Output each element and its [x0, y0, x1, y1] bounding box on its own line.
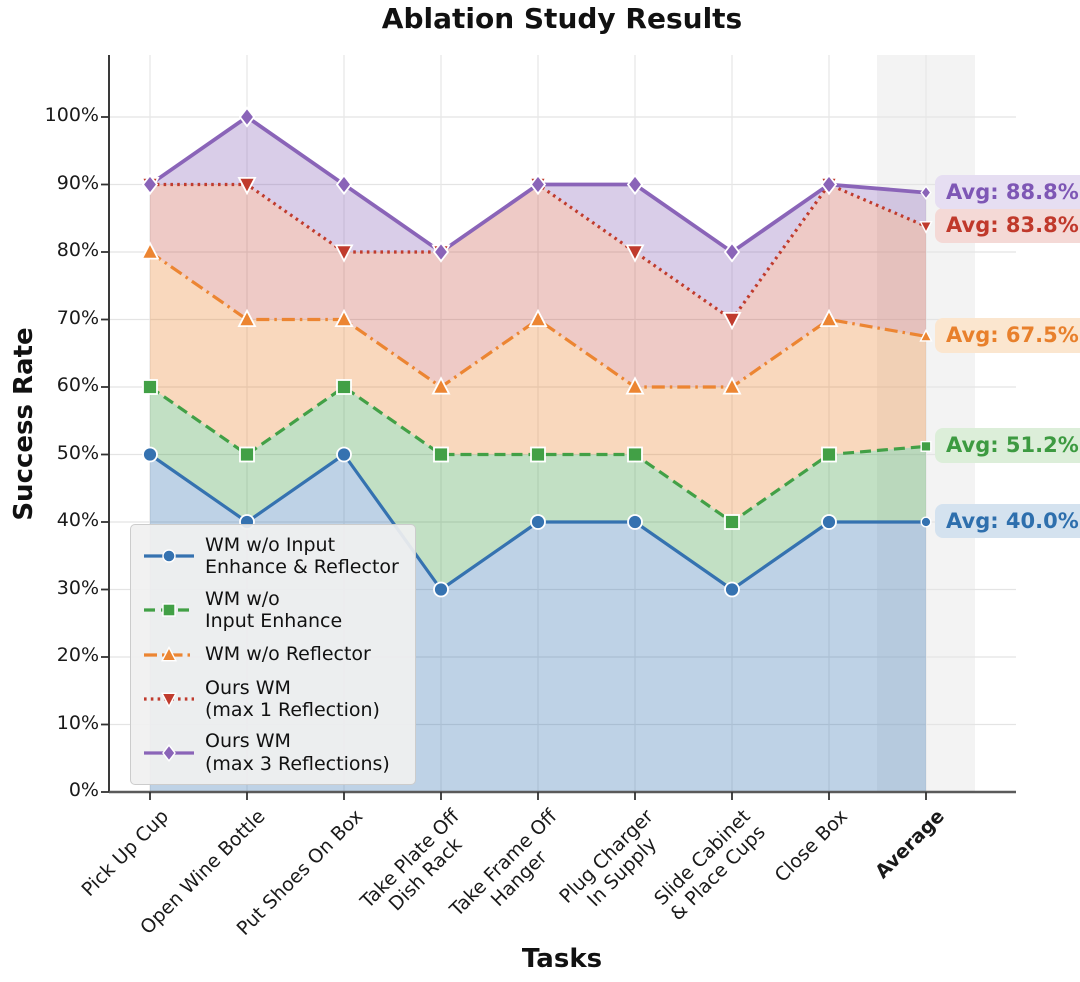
diamond-marker: [141, 173, 159, 196]
square-marker: [627, 446, 643, 463]
triangle-down-marker: [722, 311, 742, 331]
square-marker: [142, 379, 158, 395]
square-marker: [239, 446, 255, 463]
legend-label: Ours WM (max 3 Reflections): [205, 730, 390, 775]
circle-marker: [336, 446, 352, 463]
chart-title: Ablation Study Results: [381, 2, 743, 35]
legend-item: Ours WM (max 3 Reflections): [143, 730, 403, 775]
avg-annotation: Avg: 67.5%: [935, 318, 1080, 353]
legend-label: Ours WM (max 1 Reflection): [205, 676, 380, 722]
triangle-down-marker: [625, 244, 645, 263]
diamond-icon: [162, 743, 176, 762]
triangle-up-marker: [722, 376, 742, 395]
circle-marker: [142, 446, 158, 463]
triangle-up-marker: [625, 376, 645, 395]
area-fill-4: [150, 184, 926, 387]
square-marker: [920, 440, 932, 452]
y-tick-label: 30%: [56, 576, 99, 599]
triangle-up-marker: [528, 308, 548, 328]
triangle-up-marker: [819, 308, 839, 328]
square-marker: [724, 514, 740, 530]
triangle-up-marker: [334, 308, 354, 328]
legend-sample-diamond: [144, 743, 194, 762]
diamond-marker: [432, 241, 450, 263]
y-tick-label: 50%: [56, 441, 99, 464]
circle-marker: [530, 514, 546, 530]
avg-annotation: Avg: 88.8%: [935, 174, 1080, 209]
legend: WM w/o Input Enhance & Reflector WM w/o I…: [130, 524, 416, 786]
y-axis-label: Success Rate: [9, 327, 39, 521]
circle-icon: [162, 549, 176, 564]
legend-item: WM w/o Input Enhance & Reflector: [143, 534, 403, 579]
diamond-marker: [335, 173, 353, 196]
circle-marker: [627, 514, 643, 530]
legend-label: WM w/o Input Enhance & Reflector: [205, 534, 399, 579]
square-marker: [336, 379, 352, 395]
diamond-marker: [529, 173, 547, 196]
legend-sample-circle: [144, 549, 194, 564]
triangle-down-icon: [160, 692, 178, 709]
triangle-down-marker: [334, 244, 354, 263]
y-tick-label: 10%: [56, 711, 99, 734]
triangle-down-marker: [919, 221, 933, 234]
legend-sample-square: [144, 603, 194, 617]
y-tick-label: 90%: [56, 171, 99, 194]
area-fill-2: [150, 387, 926, 590]
avg-annotation: Avg: 51.2%: [935, 428, 1080, 463]
y-tick-label: 80%: [56, 239, 99, 261]
triangle-up-marker: [919, 328, 933, 342]
triangle-up-marker: [140, 241, 160, 260]
circle-marker: [821, 514, 837, 530]
square-icon: [162, 603, 176, 617]
legend-item: WM w/o Reflector: [143, 642, 403, 668]
diamond-marker: [723, 241, 741, 263]
diamond-marker: [238, 106, 256, 128]
y-tick-label: 60%: [56, 374, 99, 396]
diamond-marker: [920, 185, 932, 200]
circle-marker: [920, 516, 932, 528]
avg-annotation: Avg: 83.8%: [935, 208, 1080, 243]
triangle-up-marker: [237, 308, 257, 328]
triangle-down-marker: [237, 176, 257, 196]
y-tick-label: 100%: [44, 104, 99, 126]
legend-item: WM w/o Input Enhance: [143, 588, 403, 633]
y-tick-label: 0%: [68, 779, 99, 801]
y-tick-label: 40%: [56, 509, 99, 531]
circle-marker: [433, 581, 449, 598]
legend-sample-triangle-down: [144, 692, 194, 709]
legend-sample-triangle-up: [144, 645, 194, 662]
area-fill-5: [150, 117, 926, 320]
circle-marker: [724, 581, 740, 598]
y-tick-label: 20%: [56, 644, 99, 666]
diamond-marker: [626, 173, 644, 196]
triangle-up-marker: [431, 376, 451, 395]
y-tick-label: 70%: [56, 306, 99, 329]
square-marker: [821, 446, 837, 463]
legend-item: Ours WM (max 1 Reflection): [143, 677, 403, 722]
triangle-up-icon: [160, 645, 178, 662]
avg-annotation: Avg: 40.0%: [935, 504, 1080, 539]
legend-label: WM w/o Reflector: [205, 643, 371, 666]
square-marker: [433, 446, 449, 463]
legend-label: WM w/o Input Enhance: [205, 587, 343, 633]
square-marker: [530, 446, 546, 463]
x-axis-label: Tasks: [521, 944, 603, 974]
diamond-marker: [820, 173, 838, 196]
